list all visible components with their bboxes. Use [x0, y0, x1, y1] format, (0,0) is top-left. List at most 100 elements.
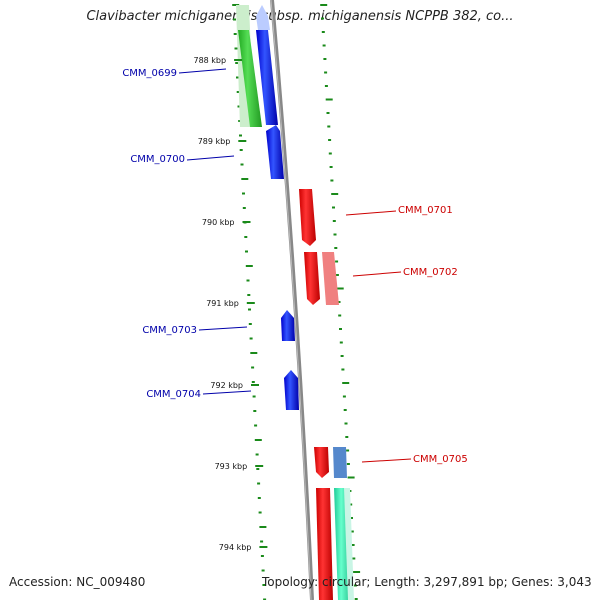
ring-tick	[256, 468, 260, 470]
ring-tick	[250, 352, 258, 354]
gene-cmm-0704-arrow[interactable]	[284, 370, 299, 410]
scale-tick-label: 792 kbp	[210, 381, 243, 390]
ring-tick	[255, 453, 259, 456]
ring-tick	[233, 18, 236, 21]
scale-tick-mark	[251, 384, 259, 386]
ring-tick	[248, 308, 251, 311]
ring-tick	[333, 233, 337, 236]
topology-text: Topology: circular; Length: 3,297,891 bp…	[262, 575, 592, 589]
gene-cmm-0700-arrow[interactable]	[266, 125, 284, 179]
ring-tick	[323, 58, 327, 60]
ring-tick	[335, 274, 339, 276]
gene-cmm-0699-arrow[interactable]	[256, 30, 278, 125]
scale-tick-label: 793 kbp	[215, 462, 248, 471]
ring-tick	[322, 44, 326, 47]
ring-tick	[349, 503, 353, 506]
gene-label-cmm-0705[interactable]: CMM_0705	[361, 454, 468, 465]
gene-cmm-0705-arrow[interactable]	[314, 447, 329, 478]
ring-tick	[239, 149, 243, 151]
ring-tick	[245, 250, 248, 253]
ring-tick	[352, 557, 356, 560]
ring-tick	[239, 134, 242, 137]
ring-tick	[336, 287, 344, 290]
steel-blue-feature-block	[333, 447, 347, 478]
gene-label-cmm-0704[interactable]: CMM_0704	[146, 389, 252, 400]
gene-label-cmm-0701[interactable]: CMM_0701	[345, 205, 453, 216]
ring-tick	[327, 125, 331, 128]
ring-tick	[325, 98, 333, 101]
gene-cmm-0701-arrow[interactable]	[299, 189, 316, 246]
ring-tick	[252, 395, 256, 398]
ring-tick	[259, 526, 267, 528]
ring-tick	[249, 337, 253, 340]
ring-tick	[235, 62, 239, 64]
scale-tick-mark	[255, 465, 264, 467]
scale-tick-label: 794 kbp	[219, 543, 252, 552]
red-gene-arrow-bottom[interactable]	[316, 488, 333, 600]
ring-tick	[248, 323, 252, 325]
ring-tick	[326, 112, 330, 114]
ring-tick	[342, 382, 350, 384]
ring-tick	[238, 120, 242, 122]
svg-text:CMM_0701: CMM_0701	[398, 205, 453, 216]
ring-tick	[332, 206, 335, 209]
ring-tick	[254, 424, 258, 427]
genome-backbone	[270, 0, 314, 600]
ring-tick	[345, 436, 349, 438]
ring-tick	[246, 279, 250, 282]
gene-label-cmm-0700[interactable]: CMM_0700	[130, 154, 235, 165]
ring-tick	[263, 598, 267, 600]
scale-tick-label: 790 kbp	[202, 218, 235, 227]
gene-cmm-0702-arrow[interactable]	[304, 252, 320, 305]
ring-tick	[244, 236, 248, 238]
ring-tick	[258, 511, 262, 514]
gc-green-track	[238, 30, 262, 127]
gene-label-cmm-0699[interactable]: CMM_0699	[122, 68, 227, 79]
scale-tick-mark	[234, 59, 243, 61]
ring-tick	[339, 341, 343, 344]
ring-tick	[335, 260, 339, 263]
ring-tick	[242, 207, 246, 209]
ring-tick	[233, 33, 237, 35]
ring-tick	[254, 439, 262, 441]
ring-tick	[257, 482, 261, 485]
ring-tick	[343, 409, 347, 411]
ring-tick	[247, 294, 251, 296]
ring-tick	[257, 497, 261, 499]
ring-tick	[353, 584, 357, 587]
svg-text:CMM_0703: CMM_0703	[142, 325, 197, 336]
ring-tick	[232, 4, 240, 6]
ring-tick	[340, 355, 344, 357]
ring-tick	[346, 449, 350, 452]
ring-tick	[344, 422, 348, 425]
genome-backbone-highlight	[270, 0, 312, 600]
ring-tick	[241, 178, 249, 180]
ring-tick	[354, 598, 358, 600]
svg-text:CMM_0699: CMM_0699	[122, 68, 177, 79]
outer-tick-ring	[320, 4, 361, 600]
scale-tick-mark	[242, 221, 251, 223]
ring-tick	[328, 139, 332, 141]
ring-tick	[324, 85, 328, 87]
ring-tick	[346, 463, 350, 465]
ring-tick	[245, 265, 253, 267]
svg-text:CMM_0700: CMM_0700	[130, 154, 185, 165]
gene-label-cmm-0703[interactable]: CMM_0703	[142, 325, 248, 336]
ring-tick	[332, 220, 336, 222]
ring-tick	[321, 17, 324, 20]
gene-label-cmm-0702[interactable]: CMM_0702	[352, 267, 458, 278]
ring-tick	[320, 4, 328, 6]
ring-tick	[328, 152, 332, 155]
aqua-light-feature-block	[344, 488, 354, 600]
pink-feature-block	[322, 252, 339, 305]
ring-tick	[260, 540, 264, 543]
ring-tick	[331, 193, 339, 195]
ring-tick	[240, 163, 244, 166]
gene-cmm-0703-arrow[interactable]	[281, 310, 295, 341]
inner-tick-ring	[232, 4, 267, 600]
ring-tick	[329, 166, 333, 168]
svg-text:CMM_0705: CMM_0705	[413, 454, 468, 465]
scale-tick-mark	[238, 140, 247, 142]
